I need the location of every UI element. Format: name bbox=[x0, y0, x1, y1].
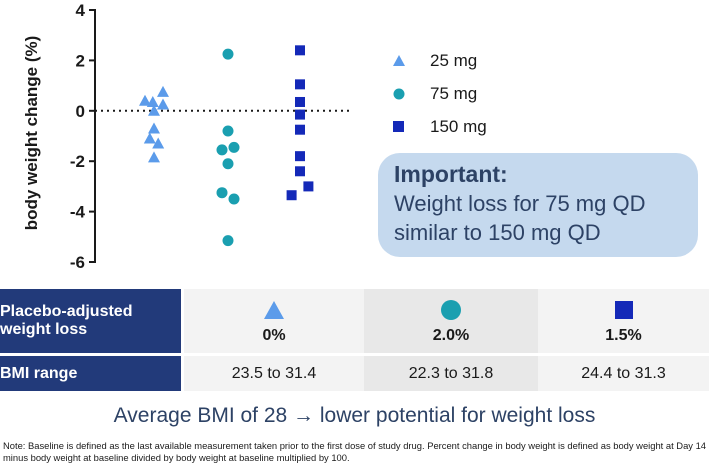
data-point-25mg bbox=[146, 95, 159, 107]
weight-loss-value-150mg: 1.5% bbox=[605, 327, 642, 344]
triangle-icon bbox=[388, 54, 430, 67]
footnote: Note: Baseline is defined as the last av… bbox=[3, 440, 707, 463]
data-point-75mg bbox=[222, 158, 234, 170]
callout-line-2: similar to 150 mg QD bbox=[394, 220, 601, 245]
data-point-25mg bbox=[148, 151, 160, 163]
legend-label: 150 mg bbox=[430, 116, 487, 136]
important-callout: Important: Weight loss for 75 mg QD simi… bbox=[378, 153, 698, 257]
square-icon bbox=[538, 297, 709, 323]
y-tick-label: 4 bbox=[76, 1, 86, 20]
y-tick-label: 0 bbox=[76, 102, 85, 121]
summary-headline: Average BMI of 28 → lower potential for … bbox=[113, 404, 596, 427]
y-axis-label: body weight change (%) bbox=[22, 36, 41, 231]
chart-legend: 25 mg 75 mg 150 mg bbox=[388, 44, 538, 143]
callout-line-1: Weight loss for 75 mg QD bbox=[394, 191, 646, 216]
data-point-75mg bbox=[216, 144, 228, 156]
table-row-bmi: BMI range 23.5 to 31.4 22.3 to 31.8 24.4… bbox=[0, 353, 709, 391]
chart-marks bbox=[139, 45, 314, 247]
data-point-150mg bbox=[286, 190, 297, 201]
y-tick-label: 2 bbox=[76, 51, 85, 70]
legend-item-75mg: 75 mg bbox=[388, 77, 538, 110]
data-point-150mg bbox=[295, 124, 305, 135]
data-point-25mg bbox=[139, 94, 151, 106]
chart-axes bbox=[94, 9, 350, 263]
data-point-75mg bbox=[222, 235, 234, 247]
data-point-25mg bbox=[157, 85, 169, 97]
data-point-25mg bbox=[148, 104, 160, 116]
y-ticks: 4 2 0 -2 -4 -6 bbox=[70, 1, 95, 272]
legend-item-150mg: 150 mg bbox=[388, 110, 538, 143]
bmi-range-150mg: 24.4 to 31.3 bbox=[538, 353, 709, 391]
row-header-line-2: weight loss bbox=[0, 321, 88, 338]
data-point-25mg bbox=[148, 122, 160, 134]
weight-loss-value-75mg: 2.0% bbox=[432, 327, 470, 344]
y-tick-label: -4 bbox=[70, 203, 86, 222]
triangle-icon bbox=[184, 297, 364, 323]
circle-icon bbox=[388, 87, 430, 101]
data-point-25mg bbox=[157, 98, 169, 110]
cell-25mg-weight-loss: 0% bbox=[184, 289, 364, 353]
cell-75mg-weight-loss: 2.0% bbox=[364, 289, 538, 353]
data-point-150mg bbox=[295, 109, 305, 120]
data-point-75mg bbox=[228, 141, 240, 153]
data-point-75mg bbox=[216, 187, 228, 199]
row-header-line-1: Placebo-adjusted bbox=[0, 303, 133, 320]
data-point-75mg bbox=[222, 48, 234, 60]
table-row-weight-loss: Placebo-adjusted weight loss 0% 2.0% 1.5… bbox=[0, 289, 709, 353]
data-point-75mg bbox=[222, 125, 234, 137]
row-header-weight-loss: Placebo-adjusted weight loss bbox=[0, 289, 184, 353]
y-tick-label: -6 bbox=[70, 253, 85, 272]
square-icon bbox=[388, 120, 430, 133]
chart-svg: 4 2 0 -2 -4 -6 body weight change (%) bbox=[22, 1, 350, 272]
data-point-150mg bbox=[295, 79, 305, 90]
bmi-range-25mg: 23.5 to 31.4 bbox=[184, 353, 364, 391]
row-header-bmi: BMI range bbox=[0, 353, 184, 391]
scatter-chart: 4 2 0 -2 -4 -6 body weight change (%) 25 mg 7… bbox=[22, 1, 698, 272]
cell-150mg-weight-loss: 1.5% bbox=[538, 289, 709, 353]
legend-label: 25 mg bbox=[430, 50, 478, 70]
data-point-150mg bbox=[295, 45, 305, 56]
data-point-150mg bbox=[295, 96, 305, 107]
weight-loss-value-25mg: 0% bbox=[262, 327, 286, 344]
bmi-range-75mg: 22.3 to 31.8 bbox=[364, 353, 538, 391]
data-point-75mg bbox=[228, 193, 240, 205]
circle-icon bbox=[364, 297, 538, 323]
legend-item-25mg: 25 mg bbox=[388, 44, 538, 77]
data-point-150mg bbox=[295, 151, 305, 162]
data-point-25mg bbox=[143, 132, 156, 144]
data-point-150mg bbox=[295, 166, 305, 177]
callout-title: Important: bbox=[394, 161, 508, 187]
y-tick-label: -2 bbox=[70, 152, 85, 171]
data-point-150mg bbox=[303, 181, 314, 192]
data-point-25mg bbox=[152, 137, 165, 149]
legend-label: 75 mg bbox=[430, 83, 478, 103]
summary-table: Placebo-adjusted weight loss 0% 2.0% 1.5… bbox=[0, 289, 709, 391]
